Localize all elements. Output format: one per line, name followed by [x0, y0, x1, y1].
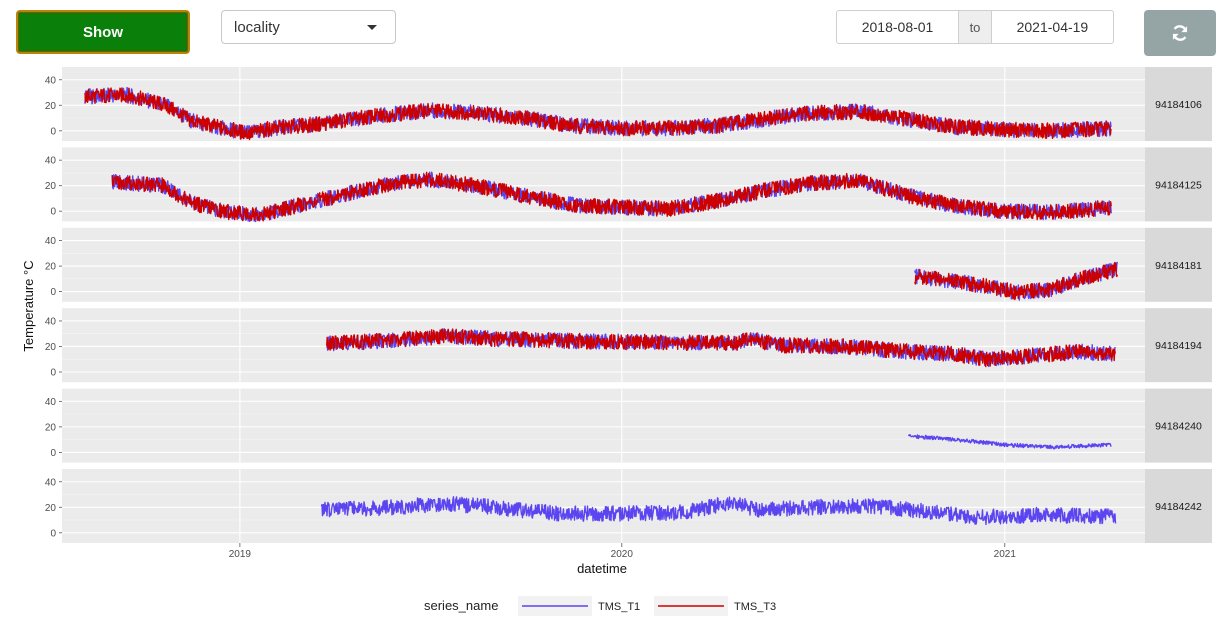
y-tick-label: 0	[50, 448, 56, 459]
facet-strip-label: 94184240	[1155, 421, 1202, 433]
facet-strip	[1145, 67, 1212, 141]
date-to-input[interactable]: 2021-04-19	[1016, 19, 1089, 35]
y-tick-label: 20	[45, 342, 57, 353]
legend-label: TMS_T1	[598, 601, 640, 613]
legend-title: series_name	[424, 598, 498, 613]
facet-panel: 0 20 40 94184181	[45, 227, 1212, 302]
refresh-icon	[1172, 25, 1188, 41]
y-tick-label: 20	[45, 422, 57, 433]
y-tick-label: 20	[45, 262, 57, 273]
facet-strip	[1145, 469, 1212, 543]
y-tick-label: 0	[50, 528, 56, 539]
y-tick-label: 20	[45, 181, 57, 192]
series-line-tms_t1	[907, 434, 1112, 450]
y-tick-label: 40	[45, 156, 57, 167]
x-tick-label: 2019	[229, 549, 252, 560]
y-tick-label: 40	[45, 477, 57, 488]
locality-select[interactable]: locality	[221, 10, 396, 44]
show-button[interactable]: Show	[16, 10, 190, 54]
facet-strip	[1145, 388, 1212, 463]
series-line-tms_t3	[111, 171, 1112, 222]
facet-strip	[1145, 147, 1212, 222]
series-line-tms_t1	[111, 171, 1112, 223]
facet-panel: 0 20 40 94184125	[45, 147, 1212, 223]
y-tick-label: 40	[45, 316, 57, 327]
facet-panel: 0 20 40 94184194	[45, 308, 1212, 383]
y-tick-label: 0	[50, 287, 56, 298]
y-axis-label: Temperature °C	[21, 260, 36, 351]
y-tick-label: 20	[45, 101, 57, 112]
series-line-tms_t3	[84, 87, 1112, 141]
date-range-separator: to	[958, 11, 992, 43]
facet-strip	[1145, 308, 1212, 383]
facet-strip-label: 94184181	[1155, 260, 1202, 272]
panel-background	[62, 227, 1145, 302]
y-tick-label: 40	[45, 75, 57, 86]
y-tick-label: 20	[45, 503, 57, 514]
y-tick-label: 40	[45, 236, 57, 247]
facet-panel: 0 20 40 94184240	[45, 388, 1212, 463]
x-tick-label: 2020	[611, 549, 634, 560]
locality-select-value: locality	[234, 18, 280, 36]
facet-strip-label: 94184125	[1155, 179, 1202, 191]
y-tick-label: 0	[50, 207, 56, 218]
panel-background	[62, 388, 1145, 463]
y-tick-label: 0	[50, 126, 56, 137]
series-line-tms_t3	[914, 262, 1118, 301]
x-tick-label: 2021	[994, 549, 1017, 560]
series-line-tms_t3	[326, 328, 1116, 368]
facet-panel: 0 20 40 94184106	[45, 67, 1212, 141]
facet-strip-label: 94184242	[1155, 501, 1202, 513]
refresh-button[interactable]	[1144, 10, 1216, 56]
facet-strip-label: 94184106	[1155, 99, 1202, 111]
facet-strip-label: 94184194	[1155, 340, 1202, 352]
y-tick-label: 40	[45, 397, 57, 408]
facet-panel: 0 20 40 94184242	[45, 469, 1212, 543]
panel-background	[62, 469, 1145, 543]
date-from-input[interactable]: 2018-08-01	[861, 19, 934, 35]
legend-label: TMS_T3	[734, 601, 776, 613]
x-axis-label: datetime	[577, 561, 627, 576]
chevron-down-icon	[367, 25, 377, 30]
series-line-tms_t1	[320, 496, 1117, 526]
facet-strip	[1145, 227, 1212, 302]
y-tick-label: 0	[50, 367, 56, 378]
date-range-picker: 2018-08-01 to 2021-04-19	[836, 10, 1114, 44]
